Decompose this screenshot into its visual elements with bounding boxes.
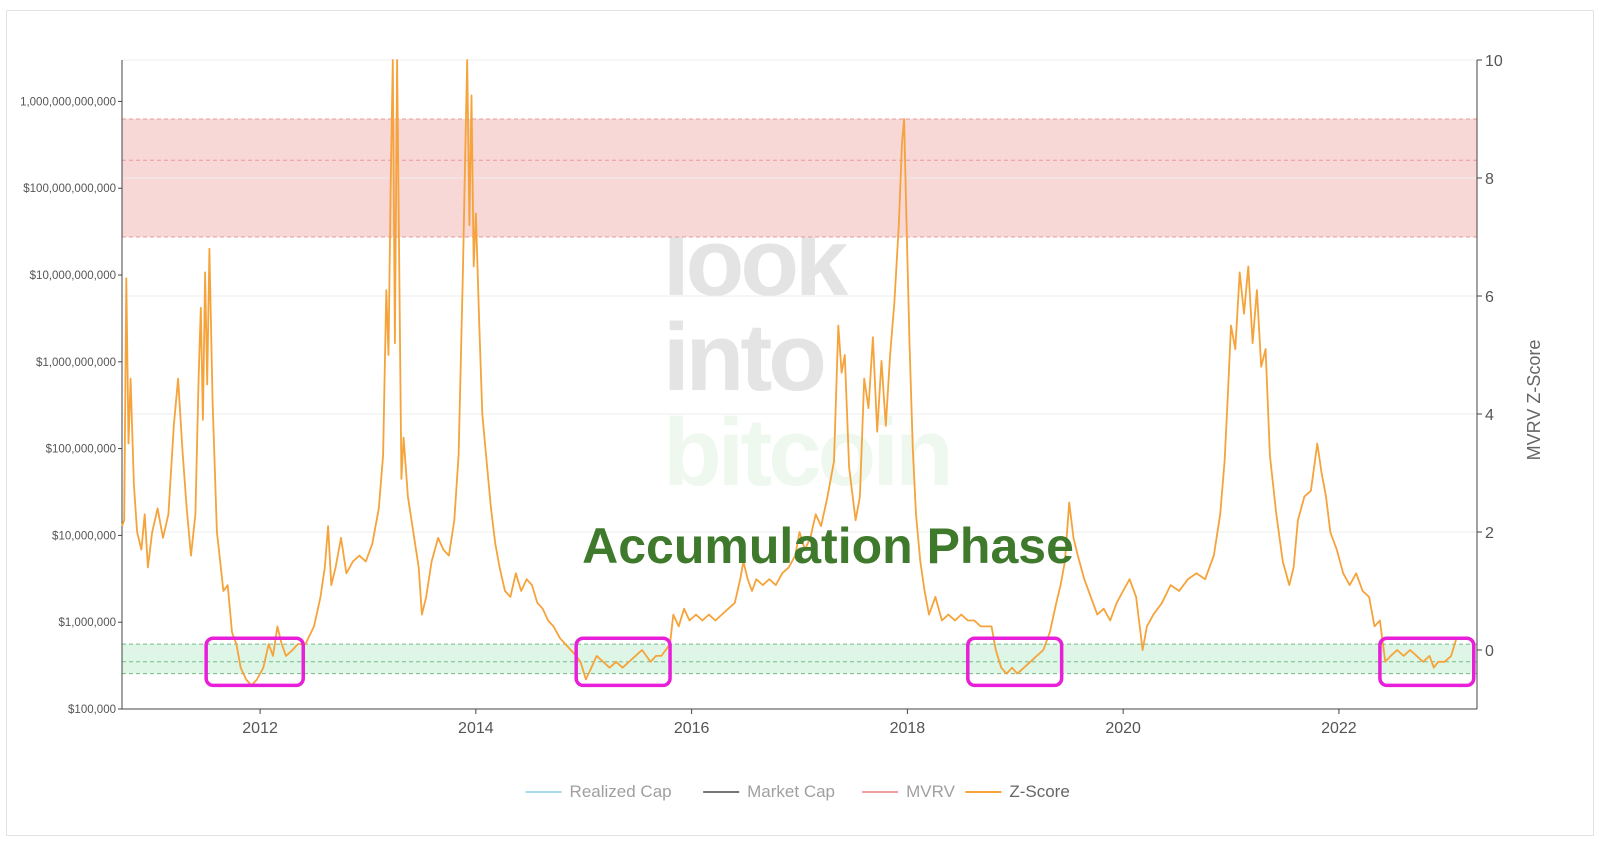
left-tick-label-6: $100,000,000,000	[23, 183, 116, 195]
highlight-box-1	[574, 636, 672, 688]
watermark-line-2: into	[663, 304, 823, 411]
x-tick-label-1: 2014	[458, 720, 494, 737]
series-layer	[121, 59, 1458, 687]
x-tick-label-5: 2022	[1321, 720, 1357, 737]
left-tick-label-3: $100,000,000	[46, 444, 116, 456]
right-tick-label-0: 0	[1485, 643, 1494, 660]
legend: Realized Cap Market Cap MVRV Z-Score	[525, 782, 1070, 801]
right-axis-title: MVRV Z-Score	[1524, 340, 1544, 461]
left-tick-label-4: $1,000,000,000	[36, 357, 116, 369]
highlight-boxes	[204, 636, 1476, 688]
annotation-accumulation-phase: Accumulation Phase	[582, 518, 1074, 574]
highlight-box-0	[204, 636, 305, 688]
watermark-logo: look into bitcoin	[663, 209, 954, 506]
legend-label-mvrv: MVRV	[906, 782, 955, 801]
right-tick-label-5: 10	[1485, 53, 1503, 70]
x-tick-label-3: 2018	[890, 720, 926, 737]
left-tick-label-5: $10,000,000,000	[30, 270, 116, 282]
left-tick-label-1: $1,000,000	[58, 617, 116, 629]
left-tick-label-0: $100,000	[68, 704, 116, 716]
legend-item-mvrv[interactable]: MVRV	[862, 782, 956, 801]
left-tick-label-7: 1,000,000,000,000	[20, 96, 116, 108]
right-tick-label-3: 6	[1485, 289, 1494, 306]
legend-label-realized-cap: Realized Cap	[570, 782, 672, 801]
watermark-line-3: bitcoin	[663, 399, 950, 506]
x-tick-label-0: 2012	[242, 720, 278, 737]
legend-item-realized-cap[interactable]: Realized Cap	[525, 782, 672, 801]
x-tick-label-2: 2016	[674, 720, 710, 737]
axes: $100,000 $1,000,000 $10,000,000 $100,000,00…	[20, 53, 1503, 737]
legend-label-market-cap: Market Cap	[747, 782, 835, 801]
right-tick-label-4: 8	[1485, 171, 1494, 188]
legend-item-z-score[interactable]: Z-Score	[965, 782, 1070, 801]
legend-label-z-score: Z-Score	[1009, 782, 1069, 801]
series-line-zscore	[121, 59, 1458, 687]
legend-item-market-cap[interactable]: Market Cap	[703, 782, 835, 801]
right-tick-label-1: 2	[1485, 525, 1494, 542]
chart-frame	[6, 10, 1594, 836]
highlight-box-2	[966, 636, 1064, 688]
left-tick-label-2: $10,000,000	[52, 530, 116, 542]
right-tick-label-2: 4	[1485, 407, 1494, 424]
x-tick-label-4: 2020	[1105, 720, 1141, 737]
highlight-box-3	[1378, 636, 1476, 688]
band-low	[122, 644, 1477, 674]
